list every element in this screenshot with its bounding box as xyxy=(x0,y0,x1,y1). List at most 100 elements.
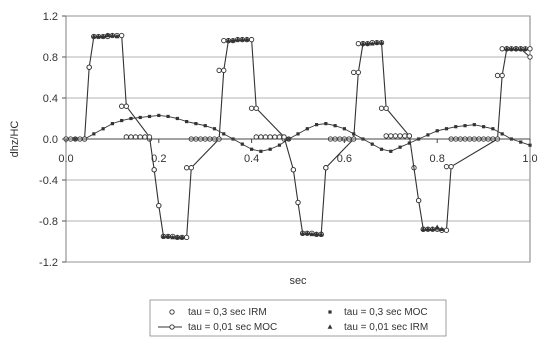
data-point xyxy=(360,41,366,46)
legend-symbol xyxy=(169,309,175,315)
data-point xyxy=(86,64,92,70)
data-point xyxy=(500,132,504,136)
data-point xyxy=(454,125,458,129)
data-point xyxy=(324,122,328,126)
data-point xyxy=(262,134,269,140)
data-point xyxy=(91,33,97,39)
data-point xyxy=(272,134,278,140)
data-point xyxy=(105,32,111,38)
data-point xyxy=(194,122,198,126)
data-point xyxy=(527,46,533,52)
data-point xyxy=(444,127,449,131)
data-point xyxy=(434,224,440,229)
data-point xyxy=(482,125,486,129)
y-axis-title: dhz/HC xyxy=(9,121,21,158)
data-point xyxy=(518,46,524,51)
data-point xyxy=(212,127,217,131)
data-point xyxy=(235,36,241,42)
x-axis-title: sec xyxy=(289,275,307,287)
data-point xyxy=(499,72,505,79)
data-point xyxy=(92,132,96,136)
series-1 xyxy=(64,113,532,153)
data-point xyxy=(407,141,411,145)
data-point xyxy=(388,133,394,139)
data-point xyxy=(120,118,124,123)
data-point xyxy=(239,36,245,42)
data-point xyxy=(305,127,309,131)
data-point xyxy=(281,134,287,140)
data-point xyxy=(101,127,105,131)
x-tick-label: 0.6 xyxy=(337,153,352,165)
data-point xyxy=(402,133,408,139)
data-point xyxy=(389,149,393,153)
data-point xyxy=(216,67,222,73)
legend-marker-tau-03-moc xyxy=(328,310,332,314)
data-point xyxy=(370,142,374,146)
data-point xyxy=(259,149,263,153)
legend-symbol xyxy=(327,324,333,329)
data-point xyxy=(397,133,403,139)
data-point xyxy=(147,114,152,119)
data-point xyxy=(174,234,180,240)
y-tick-label: -0.8 xyxy=(39,216,58,228)
legend-symbol xyxy=(328,310,332,314)
data-point xyxy=(175,116,179,121)
data-point xyxy=(314,123,319,127)
data-point xyxy=(129,116,133,121)
data-point xyxy=(128,134,134,140)
data-point xyxy=(463,124,467,128)
data-point xyxy=(309,231,315,237)
x-tick-label: 1.0 xyxy=(522,153,537,165)
data-point xyxy=(179,234,185,240)
data-point xyxy=(138,115,142,120)
data-point xyxy=(151,167,157,173)
data-point xyxy=(314,231,319,237)
data-point xyxy=(146,134,153,140)
data-point xyxy=(185,119,189,124)
y-tick-label: 1.2 xyxy=(43,11,58,23)
data-point xyxy=(170,234,176,240)
data-point xyxy=(276,134,283,140)
data-point xyxy=(142,134,148,140)
data-point xyxy=(119,103,125,109)
data-point xyxy=(253,105,259,111)
legend-label-tau-03-irm: tau = 0,3 sec IRM xyxy=(188,307,267,318)
legend-symbol xyxy=(169,324,175,330)
data-point xyxy=(290,167,297,173)
legend-item-tau-03-irm: tau = 0,3 sec IRM xyxy=(169,307,267,318)
legend-marker-tau-03-irm xyxy=(169,309,175,315)
y-tick-label: -1.2 xyxy=(39,257,58,269)
data-point xyxy=(295,199,301,206)
data-point xyxy=(519,140,523,144)
data-point xyxy=(383,133,389,139)
data-point xyxy=(369,41,375,46)
data-point xyxy=(499,46,505,52)
data-point xyxy=(226,38,231,43)
legend-box xyxy=(149,299,447,337)
data-point xyxy=(443,227,450,233)
legend: tau = 0,3 sec IRM tau = 0,3 sec MOC tau … xyxy=(149,299,447,337)
data-point xyxy=(114,33,120,39)
data-point xyxy=(296,132,300,136)
data-point xyxy=(166,114,170,119)
y-tick-label: 0.8 xyxy=(43,52,58,64)
legend-marker-tau-001-moc xyxy=(158,324,182,330)
data-point xyxy=(365,41,370,46)
data-point xyxy=(244,36,250,42)
data-point xyxy=(351,69,357,76)
x-tick-label: 0.0 xyxy=(58,153,73,165)
data-point xyxy=(415,197,422,204)
data-point xyxy=(355,41,361,47)
data-point xyxy=(267,134,273,140)
data-point xyxy=(248,105,255,111)
data-point xyxy=(435,129,439,133)
legend-label-tau-001-moc: tau = 0,01 sec MOC xyxy=(188,322,277,333)
data-point xyxy=(398,145,402,149)
data-point xyxy=(379,40,384,45)
x-tick-label: 0.8 xyxy=(430,153,445,165)
data-point xyxy=(188,165,194,171)
data-point xyxy=(304,230,310,236)
data-point xyxy=(426,133,430,137)
data-point xyxy=(439,226,445,231)
